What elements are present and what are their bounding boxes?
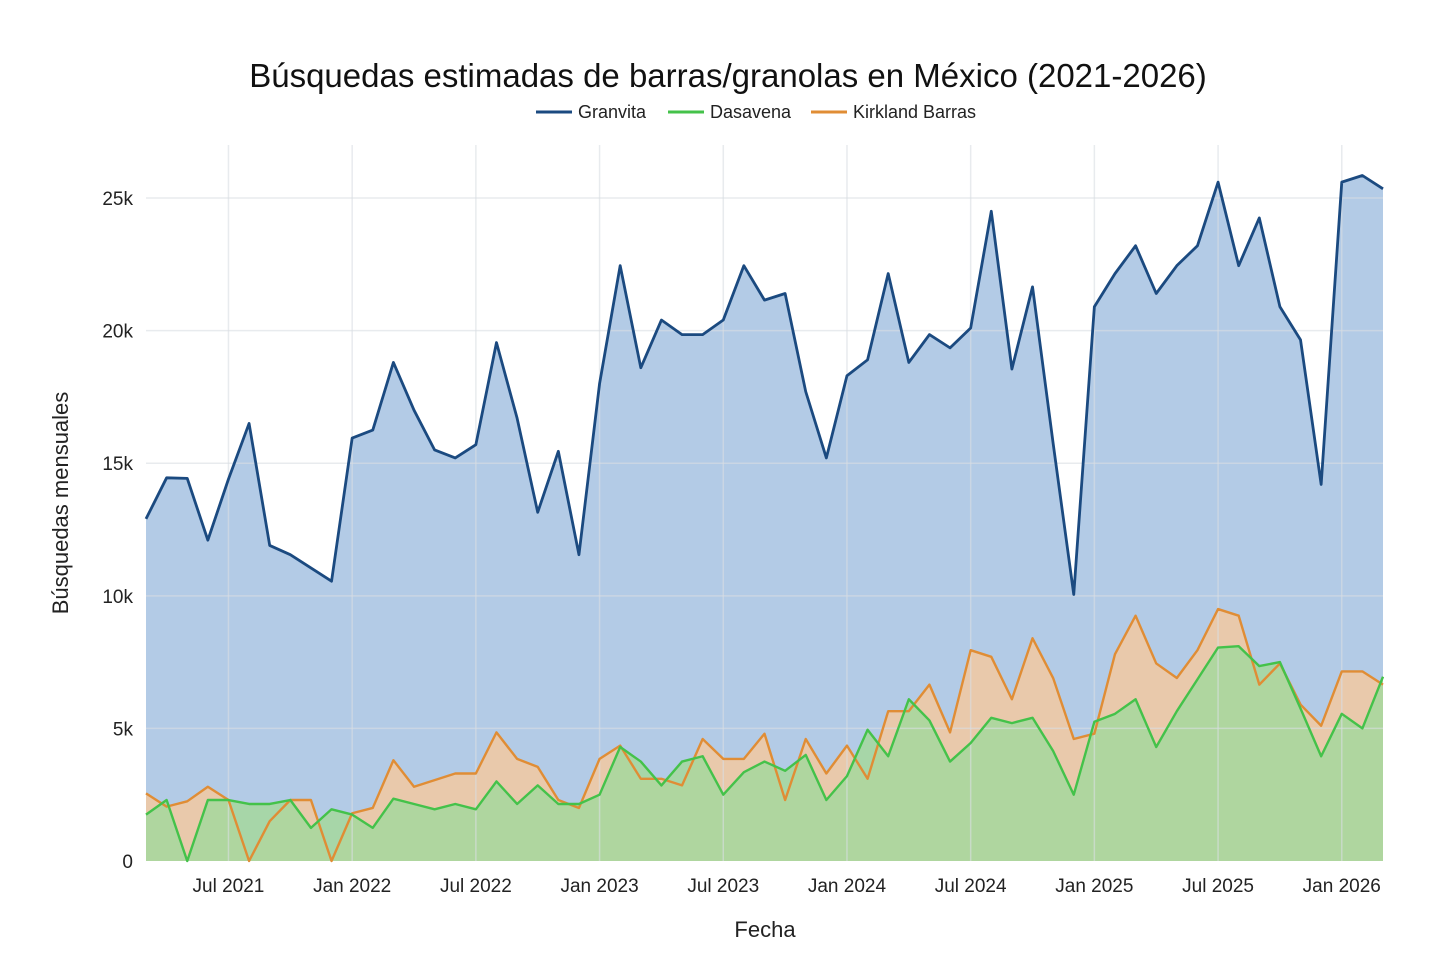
x-axis-ticks: Jul 2021 Jan 2022 Jul 2022 Jan 2023 Jul 2023…: [193, 876, 1381, 897]
x-tick-jul-2024: Jul 2024: [935, 876, 1007, 897]
line-dasavena[interactable]: [145, 645, 1385, 863]
legend: Granvita Dasavena Kirkland Barras: [536, 102, 976, 122]
y-axis-label: Búsquedas mensuales: [48, 392, 73, 615]
y-tick-0: 0: [122, 852, 133, 873]
legend-label-dasavena: Dasavena: [710, 102, 792, 122]
x-tick-jan-2023: Jan 2023: [560, 876, 638, 897]
legend-item-kirkland-barras[interactable]: Kirkland Barras: [811, 102, 976, 122]
area-dasavena: [146, 646, 1383, 861]
x-tick-jul-2021: Jul 2021: [193, 876, 265, 897]
x-tick-jan-2025: Jan 2025: [1055, 876, 1133, 897]
y-tick-20k: 20k: [102, 322, 133, 343]
y-axis-ticks: 0 5k 10k 15k 20k 25k: [102, 189, 133, 873]
y-tick-15k: 15k: [102, 454, 133, 475]
legend-label-kirkland-barras: Kirkland Barras: [853, 102, 976, 122]
x-tick-jul-2025: Jul 2025: [1182, 876, 1254, 897]
area-layers: [146, 175, 1383, 861]
y-tick-25k: 25k: [102, 189, 133, 210]
x-tick-jan-2022: Jan 2022: [313, 876, 391, 897]
x-tick-jan-2026: Jan 2026: [1303, 876, 1381, 897]
area-granvita: [146, 175, 1383, 861]
series-lines: [144, 174, 1385, 863]
x-axis-label: Fecha: [734, 917, 796, 942]
legend-item-granvita[interactable]: Granvita: [536, 102, 647, 122]
legend-label-granvita: Granvita: [578, 102, 647, 122]
chart-title: Búsquedas estimadas de barras/granolas e…: [249, 57, 1207, 94]
legend-item-dasavena[interactable]: Dasavena: [668, 102, 792, 122]
y-tick-10k: 10k: [102, 587, 133, 608]
line-granvita[interactable]: [144, 174, 1384, 596]
x-tick-jul-2023: Jul 2023: [687, 876, 759, 897]
y-tick-5k: 5k: [113, 719, 134, 740]
x-tick-jul-2022: Jul 2022: [440, 876, 512, 897]
x-tick-jan-2024: Jan 2024: [808, 876, 887, 897]
line-kirkland-barras[interactable]: [145, 607, 1384, 863]
